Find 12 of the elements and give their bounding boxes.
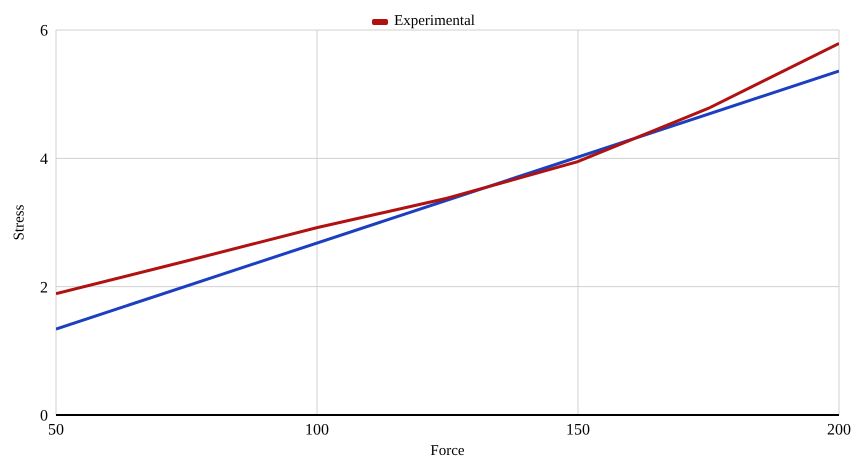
x-tick-label: 50 <box>48 421 64 438</box>
y-tick-label: 6 <box>40 22 48 40</box>
x-tick-label: 100 <box>305 421 329 438</box>
y-tick-label: 0 <box>40 408 48 425</box>
legend-label: Experimental <box>393 13 475 30</box>
x-tick-label: 150 <box>566 421 590 438</box>
y-tick-label: 2 <box>40 279 48 296</box>
x-axis-title: Force <box>430 443 465 459</box>
y-tick-label: 4 <box>40 151 48 168</box>
x-tick-label: 200 <box>827 421 851 438</box>
line-series <box>56 42 839 296</box>
y-axis-title: Stress <box>11 204 28 240</box>
